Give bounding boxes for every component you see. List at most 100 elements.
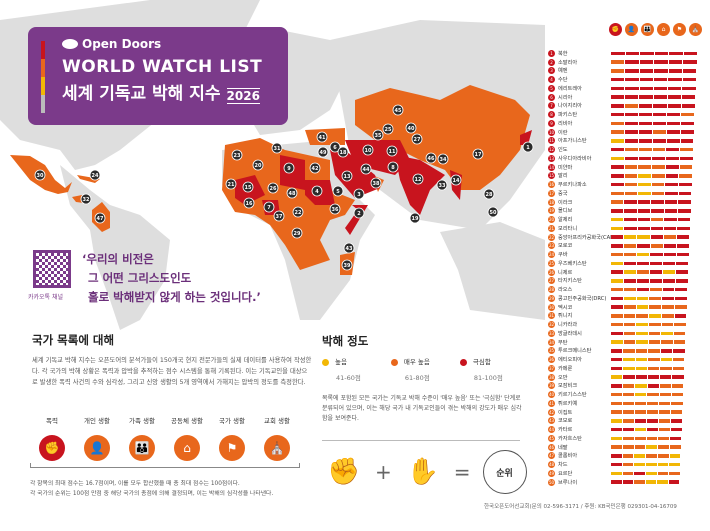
map-marker-50[interactable]: 50 [487, 206, 499, 218]
map-marker-37[interactable]: 37 [273, 210, 285, 222]
legend-extreme: 극심함 81-100점 [459, 356, 503, 382]
bar-segment [611, 252, 624, 257]
map-marker-24[interactable]: 24 [89, 169, 101, 181]
map-marker-33[interactable]: 33 [436, 179, 448, 191]
bar-segment [638, 191, 651, 196]
map-marker-14[interactable]: 14 [450, 174, 462, 186]
marker-dot [291, 227, 303, 239]
map-marker-7[interactable]: 7 [263, 201, 275, 213]
map-marker-26[interactable]: 26 [267, 182, 279, 194]
bar-segment [668, 77, 682, 82]
map-marker-9[interactable]: 9 [283, 162, 295, 174]
map-marker-25[interactable]: 25 [382, 123, 394, 135]
marker-dot [311, 185, 323, 197]
marker-dot [425, 152, 437, 164]
country-name: 수단 [558, 77, 568, 84]
marker-label: 36 [332, 207, 339, 213]
map-marker-1[interactable]: 1 [522, 141, 534, 153]
country-name: 예멘 [558, 68, 568, 75]
bar-segment [624, 200, 637, 204]
bar-segment [625, 104, 639, 108]
map-marker-46[interactable]: 46 [425, 152, 437, 164]
bar-segment [623, 314, 636, 318]
map-marker-5[interactable]: 5 [332, 185, 344, 197]
bar-segment [683, 51, 697, 56]
map-marker-23[interactable]: 23 [231, 149, 243, 161]
map-marker-42[interactable]: 42 [309, 162, 321, 174]
bar-segment [623, 349, 635, 353]
map-marker-4[interactable]: 4 [311, 185, 323, 197]
bar-segment [639, 95, 653, 99]
bar-segment [625, 86, 639, 91]
map-marker-19[interactable]: 19 [409, 212, 421, 224]
map-marker-40[interactable]: 40 [405, 122, 417, 134]
bar-segment [646, 454, 657, 458]
map-marker-3[interactable]: 3 [353, 188, 365, 200]
bar-segment [611, 445, 622, 449]
bar-segment [678, 182, 692, 187]
map-marker-35[interactable]: 35 [372, 129, 384, 141]
map-marker-6[interactable]: 6 [329, 141, 341, 153]
marker-dot [412, 173, 424, 185]
map-marker-43[interactable]: 43 [343, 242, 355, 254]
bar-segment [661, 322, 674, 327]
score-bar [611, 261, 689, 266]
map-marker-20[interactable]: 20 [252, 159, 264, 171]
bar-segment [611, 401, 623, 406]
bar-segment [611, 112, 625, 117]
bar-segment [671, 410, 683, 414]
bar-segment [645, 471, 657, 476]
map-marker-12[interactable]: 12 [412, 173, 424, 185]
severity-legend: 높음 41-60점 매우 높음 61-80점 극심함 81-100점 [322, 356, 522, 382]
map-marker-34[interactable]: 34 [437, 153, 449, 165]
map-marker-31[interactable]: 31 [271, 142, 283, 154]
map-marker-48[interactable]: 48 [286, 187, 298, 199]
map-marker-32[interactable]: 32 [80, 193, 92, 205]
map-marker-29[interactable]: 29 [291, 227, 303, 239]
map-marker-16[interactable]: 16 [243, 197, 255, 209]
map-marker-8[interactable]: 8 [387, 161, 399, 173]
bar-segment [611, 182, 624, 187]
bar-segment [670, 436, 682, 441]
kakao-qr-code[interactable] [33, 250, 71, 288]
bar-segment [611, 77, 625, 82]
country-name: 부르키나파소 [558, 182, 587, 189]
map-marker-49[interactable]: 49 [317, 146, 329, 158]
map-marker-10[interactable]: 10 [362, 144, 374, 156]
map-marker-17[interactable]: 17 [472, 148, 484, 160]
map-marker-38[interactable]: 38 [370, 177, 382, 189]
bar-segment [611, 305, 623, 309]
country-row: 16 부르키나파소 [548, 180, 710, 189]
country-row: 32 니카라과 [548, 320, 710, 329]
map-marker-2[interactable]: 2 [353, 207, 365, 219]
map-marker-21[interactable]: 21 [225, 178, 237, 190]
country-row: 1 북한 [548, 49, 710, 58]
map-marker-41[interactable]: 41 [316, 131, 328, 143]
marker-dot [337, 146, 349, 158]
score-bar [611, 69, 697, 73]
severity-heading: 박해 정도 [322, 334, 369, 348]
bar-segment [638, 130, 652, 134]
map-marker-15[interactable]: 15 [242, 181, 254, 193]
map-marker-44[interactable]: 44 [360, 163, 372, 175]
map-marker-11[interactable]: 11 [386, 145, 398, 157]
map-marker-22[interactable]: 22 [292, 206, 304, 218]
map-marker-30[interactable]: 30 [34, 169, 46, 181]
map-marker-39[interactable]: 39 [341, 259, 353, 271]
map-marker-27[interactable]: 27 [411, 133, 423, 145]
country-name: 모로코 [558, 243, 573, 250]
bar-segment [611, 427, 622, 432]
map-marker-47[interactable]: 47 [94, 212, 106, 224]
map-marker-45[interactable]: 45 [392, 104, 404, 116]
bar-segment [611, 235, 624, 239]
map-marker-28[interactable]: 28 [483, 188, 495, 200]
map-marker-13[interactable]: 13 [341, 170, 353, 182]
bar-segment [623, 287, 636, 292]
map-marker-18[interactable]: 18 [337, 146, 349, 158]
map-marker-36[interactable]: 36 [329, 203, 341, 215]
marker-label: 26 [270, 186, 277, 192]
bar-segment [682, 69, 697, 73]
marker-dot [436, 179, 448, 191]
bar-segment [675, 296, 687, 301]
bar-segment [674, 314, 687, 318]
